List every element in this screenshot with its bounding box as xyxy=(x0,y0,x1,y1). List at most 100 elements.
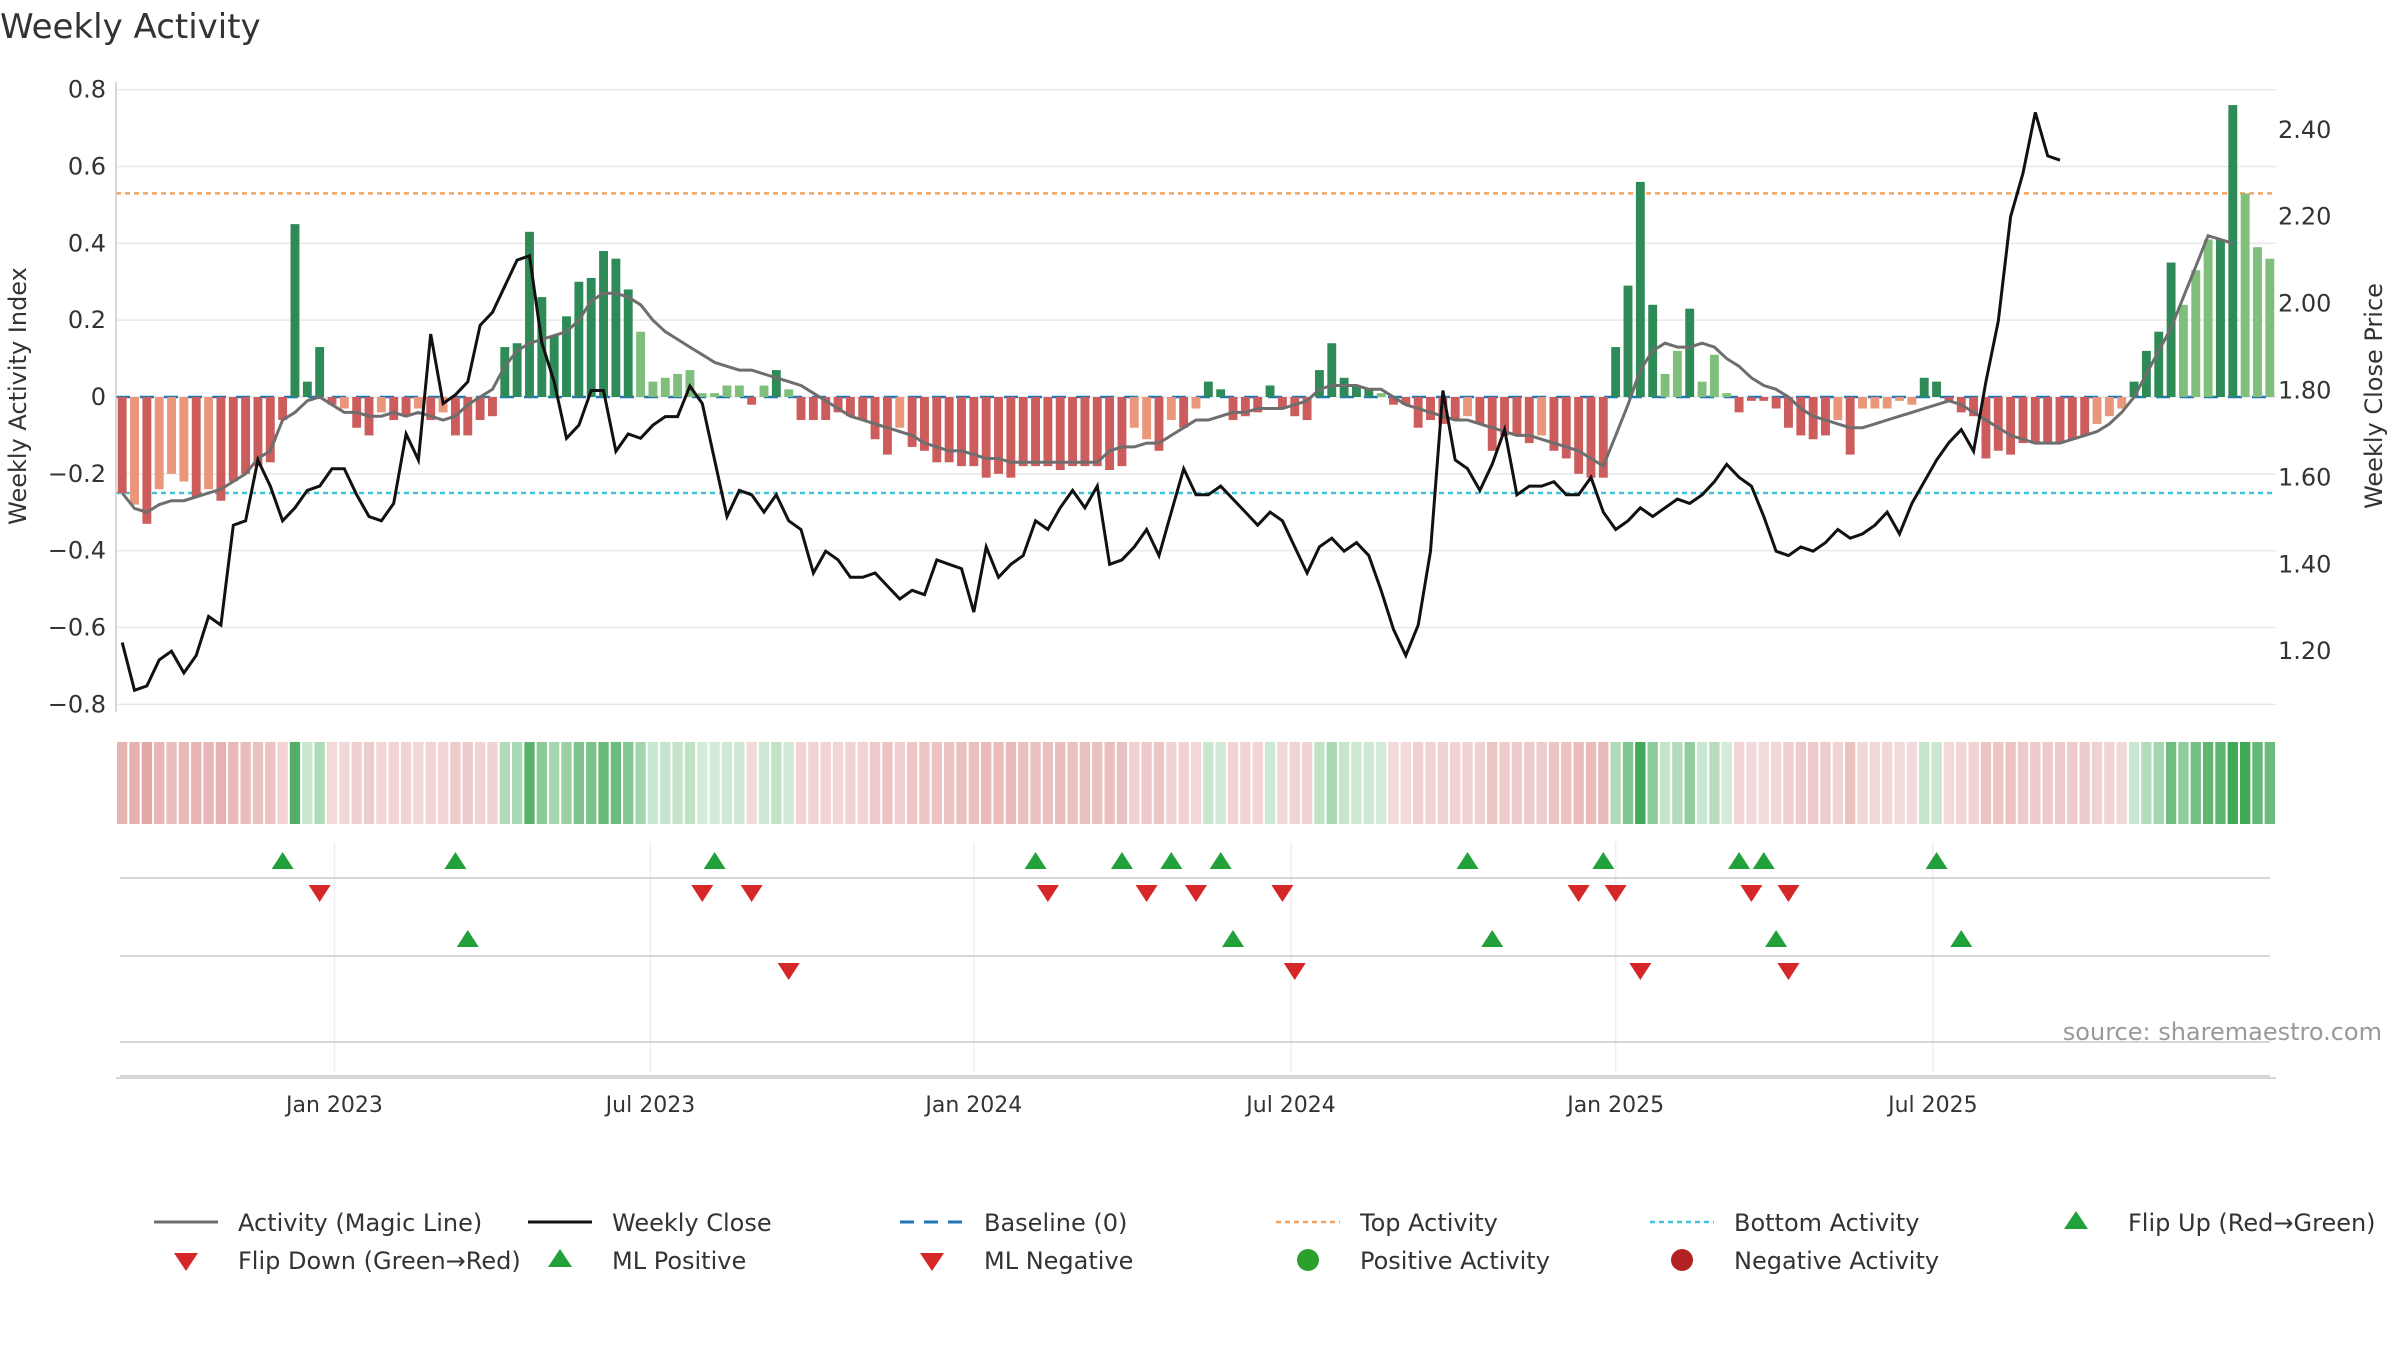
activity-bar xyxy=(1586,397,1596,478)
y2-tick-label: 2.20 xyxy=(2278,203,2331,231)
heat-strip-cell xyxy=(1770,742,1782,824)
activity-bar xyxy=(2018,397,2028,444)
heat-strip-cell xyxy=(906,742,918,824)
heat-strip-cell xyxy=(2042,742,2053,824)
activity-bar xyxy=(1302,397,1312,421)
heat-strip-cell xyxy=(1561,742,1572,824)
activity-bar xyxy=(1129,397,1139,428)
activity-bar xyxy=(1376,393,1386,397)
activity-bar xyxy=(1821,397,1830,436)
activity-bar xyxy=(1932,381,1942,397)
activity-bar xyxy=(710,393,720,397)
heat-strip-cell xyxy=(1129,742,1140,824)
heat-strip-cell xyxy=(1178,742,1189,824)
heat-strip-cell xyxy=(1721,742,1732,824)
heat-strip-cell xyxy=(894,742,905,824)
heat-strip-cell xyxy=(1758,742,1769,824)
activity-bar xyxy=(2240,193,2250,397)
heat-strip-cell xyxy=(1413,742,1424,824)
heat-strip-cell xyxy=(265,742,276,824)
activity-bar xyxy=(907,397,917,447)
legend-label: ML Positive xyxy=(612,1247,746,1275)
heat-strip-cell xyxy=(2030,742,2041,824)
legend-label: Top Activity xyxy=(1359,1209,1498,1237)
activity-bar xyxy=(1216,389,1226,397)
heat-strip-cell xyxy=(746,742,757,824)
activity-bar xyxy=(2228,105,2238,398)
y2-tick-label: 1.60 xyxy=(2278,463,2331,491)
legend: Activity (Magic Line) Weekly Close Baselin… xyxy=(154,1209,2376,1275)
activity-bar xyxy=(253,397,263,467)
heat-strip-cell xyxy=(2116,742,2127,824)
heat-strip-cell xyxy=(561,742,572,824)
heat-strip-cell xyxy=(981,742,992,824)
heat-strip-cell xyxy=(1215,742,1226,824)
activity-bar xyxy=(1919,377,1929,397)
heat-strip-cell xyxy=(1820,742,1831,824)
heat-strip-cell xyxy=(2128,742,2140,824)
flip-up-marker xyxy=(1160,852,1183,869)
activity-bar xyxy=(512,343,522,397)
activity-bar xyxy=(611,258,621,397)
heat-strip-cell xyxy=(956,742,967,824)
activity-bar xyxy=(290,224,300,397)
activity-bar xyxy=(339,397,349,409)
activity-bar xyxy=(1993,397,2003,451)
activity-bar xyxy=(858,397,868,421)
activity-bar xyxy=(228,397,238,482)
flip-down-marker xyxy=(1567,885,1590,902)
heat-strip-cell xyxy=(721,742,733,824)
activity-bar xyxy=(1105,397,1115,470)
y-tick-label: 0.2 xyxy=(68,306,106,334)
activity-bar xyxy=(1364,389,1374,397)
heat-strip-cell xyxy=(1684,742,1695,824)
activity-bar xyxy=(1672,350,1682,397)
activity-bar xyxy=(1253,397,1263,413)
heat-strip-cell xyxy=(2264,742,2275,824)
heat-strip-cell xyxy=(289,742,301,824)
activity-bar xyxy=(117,397,127,494)
flip-up-marker xyxy=(1209,852,1232,869)
activity-bar xyxy=(389,397,399,421)
activity-bar xyxy=(994,397,1003,474)
activity-bar xyxy=(488,397,497,417)
heat-strip-cell xyxy=(660,742,671,824)
activity-bar xyxy=(302,381,312,397)
flip-up-marker xyxy=(444,852,467,869)
heat-strip-cell xyxy=(610,742,622,824)
heat-strip-cell xyxy=(1375,742,1387,824)
activity-bar xyxy=(1426,397,1435,421)
heat-strip-cell xyxy=(1289,742,1300,824)
flip-down-marker xyxy=(1135,885,1158,902)
heat-strip-cell xyxy=(1116,742,1128,824)
heat-strip-cell xyxy=(635,742,646,824)
flip-up-marker xyxy=(1024,852,1047,869)
activity-bar xyxy=(1870,397,1880,409)
heat-strip-cell xyxy=(351,742,362,824)
date-tick-label: Jul 2025 xyxy=(1886,1093,1978,1118)
heat-strip-cell xyxy=(228,742,239,824)
date-tick-label: Jan 2023 xyxy=(284,1093,383,1118)
heat-strip-cell xyxy=(277,742,288,824)
heat-strip-cell xyxy=(1042,742,1054,824)
ml-negative-marker xyxy=(1777,963,1800,980)
heat-strip-cell xyxy=(1104,742,1115,824)
heat-strip-cell xyxy=(1783,742,1794,824)
y-tick-label: 0.4 xyxy=(68,229,106,257)
activity-bar xyxy=(1055,397,1065,470)
activity-bar xyxy=(981,397,991,478)
y2-tick-label: 2.00 xyxy=(2278,290,2331,318)
legend-swatch xyxy=(174,1253,198,1271)
activity-bar xyxy=(204,397,214,490)
heat-strip-cell xyxy=(1733,742,1745,824)
heat-strip-cell xyxy=(2017,742,2029,824)
heat-strip-cell xyxy=(141,742,153,824)
activity-bar xyxy=(1031,397,1040,467)
heat-strip-cell xyxy=(1338,742,1350,824)
heat-strip-cell xyxy=(845,742,856,824)
activity-bar xyxy=(870,397,880,440)
activity-bar xyxy=(796,397,806,421)
heat-strip-cell xyxy=(499,742,510,824)
activity-bar xyxy=(1709,354,1719,397)
flip-up-marker xyxy=(703,852,726,869)
